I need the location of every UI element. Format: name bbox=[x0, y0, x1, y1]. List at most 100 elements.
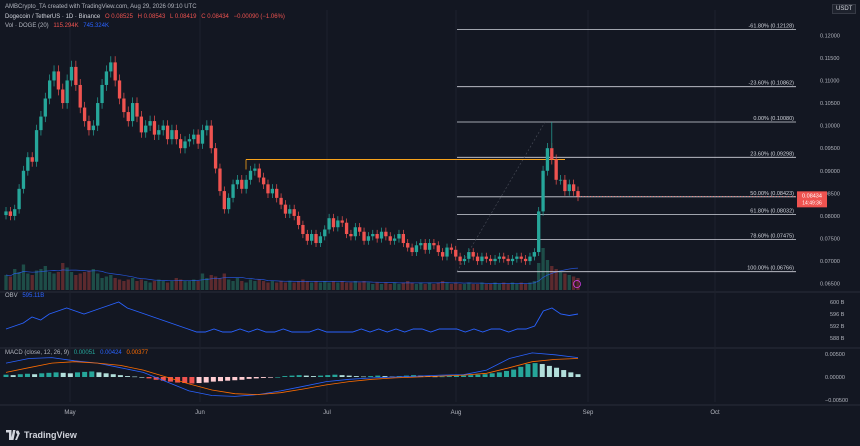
price-axis-label: 0.11500 bbox=[820, 56, 839, 62]
volume-bar bbox=[362, 281, 366, 290]
volume-bar bbox=[69, 272, 74, 290]
volume-bar bbox=[340, 281, 344, 290]
candle-body bbox=[410, 247, 414, 253]
macd-histogram-bar bbox=[53, 372, 59, 377]
candle-body bbox=[436, 245, 440, 253]
candle-body bbox=[209, 125, 213, 149]
macd-histogram-bar bbox=[532, 363, 538, 377]
candle-body bbox=[336, 220, 340, 228]
obv-axis-label: 592 B bbox=[830, 324, 845, 330]
volume-bar bbox=[218, 278, 222, 290]
candle-body bbox=[314, 234, 318, 244]
candle-body bbox=[200, 130, 205, 144]
macd-histogram-bar bbox=[167, 377, 173, 382]
volume-bar bbox=[100, 278, 104, 290]
candle-body bbox=[480, 256, 484, 262]
volume-bar bbox=[392, 282, 397, 290]
macd-histogram-bar bbox=[375, 375, 381, 377]
volume-bar bbox=[301, 279, 305, 290]
symbol-name: Dogecoin / TetherUS · 1D · Binance bbox=[5, 14, 101, 20]
volume-bar bbox=[576, 278, 580, 290]
candle-body bbox=[192, 134, 196, 140]
ohlc-high: H 0.08543 bbox=[137, 14, 166, 20]
volume-bar bbox=[349, 282, 353, 290]
candle-body bbox=[388, 236, 392, 241]
currency-badge[interactable]: USDT bbox=[832, 4, 857, 14]
macd-histogram-bar bbox=[225, 377, 231, 381]
volume-bar bbox=[550, 266, 554, 290]
macd-histogram-bar bbox=[310, 376, 316, 377]
macd-histogram-bar bbox=[60, 372, 66, 377]
candle-body bbox=[109, 62, 113, 72]
macd-histogram-bar bbox=[546, 365, 552, 377]
volume-bar bbox=[358, 282, 362, 290]
x-axis-label: May bbox=[64, 410, 75, 416]
candle-body bbox=[69, 66, 74, 81]
ohlc-open: O 0.08525 bbox=[104, 14, 133, 20]
macd-histogram-bar bbox=[82, 371, 88, 377]
macd-histogram-bar bbox=[453, 375, 459, 377]
volume-bar bbox=[61, 263, 65, 290]
candle-body bbox=[261, 177, 266, 185]
volume-bar bbox=[165, 282, 170, 290]
candle-body bbox=[537, 211, 541, 253]
volume-bar bbox=[445, 282, 449, 290]
macd-label: MACD (close, 12, 26, 9) bbox=[5, 350, 70, 356]
volume-bar bbox=[432, 284, 436, 290]
volume-bar bbox=[87, 270, 91, 290]
volume-bar bbox=[397, 284, 401, 290]
volume-bar bbox=[406, 281, 410, 290]
volume-bar bbox=[261, 281, 266, 290]
candle-body bbox=[366, 236, 371, 241]
volume-bar bbox=[117, 279, 122, 290]
candle-body bbox=[253, 168, 257, 171]
volume-bar bbox=[26, 273, 30, 290]
macd-histogram-bar bbox=[346, 375, 352, 377]
candle-body bbox=[126, 112, 130, 122]
candle-body bbox=[248, 170, 253, 180]
volume-bar bbox=[475, 284, 480, 290]
fib-level-label: 61.80% (0.08032) bbox=[750, 208, 794, 214]
volume-bar bbox=[375, 282, 379, 290]
candle-body bbox=[34, 130, 39, 162]
volume-ma-value: 745.324K bbox=[83, 23, 109, 29]
candle-body bbox=[545, 148, 550, 171]
candle-body bbox=[379, 231, 384, 239]
macd-histogram-bar bbox=[17, 374, 23, 377]
macd-histogram-bar bbox=[496, 372, 502, 377]
macd-histogram-bar bbox=[303, 375, 309, 377]
volume-bar bbox=[353, 281, 357, 290]
volume-bar bbox=[537, 263, 541, 290]
candle-body bbox=[275, 188, 279, 198]
volume-bar bbox=[484, 284, 488, 290]
volume-bar bbox=[384, 282, 388, 290]
volume-bar bbox=[309, 282, 314, 290]
candle-body bbox=[353, 227, 357, 237]
candle-body bbox=[349, 234, 353, 237]
macd-histogram-bar bbox=[103, 373, 109, 377]
candle-body bbox=[17, 188, 21, 210]
candle-body bbox=[292, 209, 296, 216]
macd-histogram-bar bbox=[368, 376, 374, 377]
volume-bar bbox=[283, 282, 288, 290]
macd-histogram-bar bbox=[246, 377, 252, 379]
volume-bar bbox=[161, 281, 165, 290]
candle-body bbox=[266, 184, 270, 194]
candle-body bbox=[462, 258, 467, 262]
macd-histogram-bar bbox=[503, 370, 510, 377]
volume-bar bbox=[82, 272, 87, 290]
volume-bar bbox=[523, 284, 528, 290]
candle-body bbox=[375, 234, 379, 239]
macd-histogram-bar bbox=[525, 364, 531, 377]
macd-histogram-bar bbox=[518, 366, 524, 377]
ohlc-close: C 0.08434 bbox=[201, 14, 229, 20]
candle-body bbox=[358, 227, 362, 232]
volume-bar bbox=[270, 281, 275, 290]
volume-bar bbox=[183, 281, 187, 290]
candle-body bbox=[48, 80, 52, 99]
candle-body bbox=[205, 125, 209, 131]
volume-bar bbox=[510, 282, 515, 290]
macd-histogram-bar bbox=[439, 376, 445, 378]
candle-body bbox=[467, 252, 471, 259]
